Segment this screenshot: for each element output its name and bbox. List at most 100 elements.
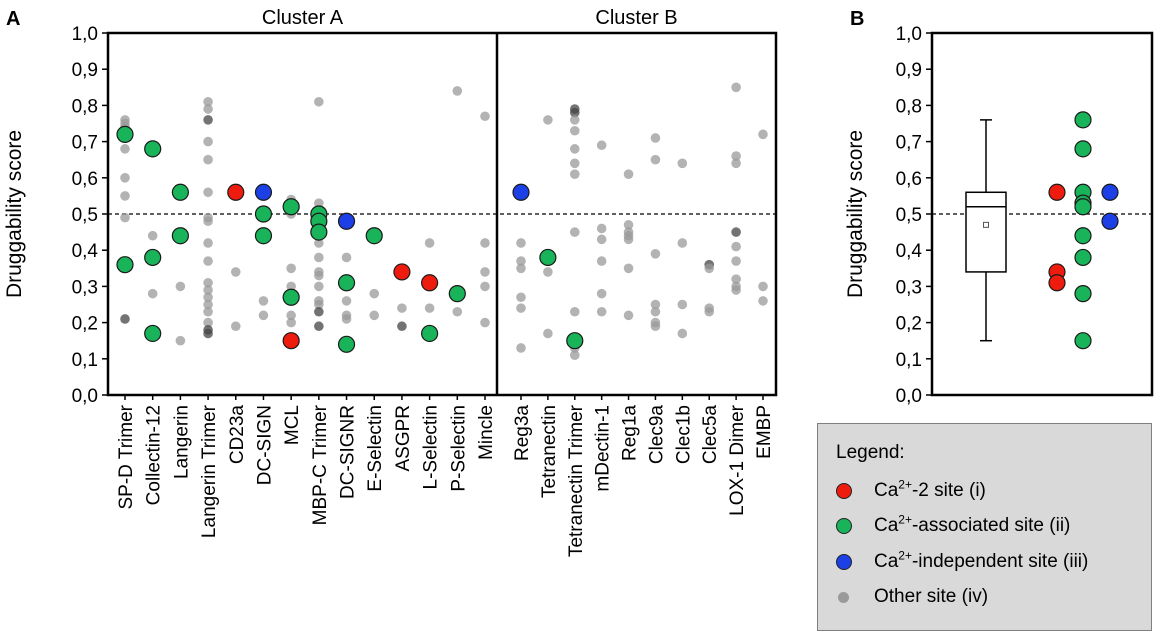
legend-item-ca2-site: Ca2+-2 site (i) [836, 478, 986, 504]
point-other-clec9a [650, 321, 661, 332]
point-other-p-selectin [452, 306, 463, 317]
legend-item-independent-site: Ca2+-independent site (iii) [836, 549, 1088, 575]
point-other-langerin [175, 335, 186, 346]
cluster-title-b: Cluster B [595, 7, 677, 29]
point-other-mincle [480, 238, 490, 248]
point-other-mdectin-1 [596, 288, 607, 299]
y-tick-label-a: 0,2 [72, 314, 98, 335]
point-associated-mbp-c-trimer [310, 223, 328, 241]
point-associated-dc-signr [337, 274, 356, 292]
point-b-independent [1101, 212, 1119, 230]
legend-item-associated-site: Ca2+-associated site (ii) [836, 513, 1070, 539]
y-axis-title-b: Druggability score [844, 130, 867, 298]
x-tick-label-mincle: Mincle [476, 405, 497, 460]
point-other-reg3a [516, 238, 526, 248]
plot-frame-b [930, 31, 1154, 397]
point-other-reg1a [623, 220, 634, 230]
point-other-langerin-trimer [203, 328, 213, 339]
point-other-sp-d-trimer [120, 144, 130, 154]
point-independent-reg3a [512, 183, 530, 201]
point-associated-mcl [282, 198, 300, 216]
y-tick-label-b: 0,0 [896, 386, 922, 407]
point-other-mbp-c-trimer [314, 306, 324, 317]
legend-marker-red [836, 483, 852, 499]
point-associated-collectin-12 [144, 140, 162, 158]
x-tick-label-lox-1-dimer: LOX-1 Dimer [727, 404, 748, 516]
point-b-associated [1074, 198, 1092, 216]
point-other-mcl [286, 263, 296, 274]
x-tick-label-dc-signr: DC-SIGNR [338, 405, 359, 499]
x-tick-label-mdectin-1: mDectin-1 [593, 405, 614, 492]
point-independent-dc-sign [254, 183, 273, 201]
y-tick-label-a: 0,7 [72, 133, 98, 154]
x-tick-label-reg3a: Reg3a [512, 405, 533, 461]
point-other-reg3a [516, 256, 526, 266]
point-ca2-mcl [282, 332, 300, 350]
point-other-embp [758, 296, 768, 306]
y-tick-label-b: 0,7 [896, 133, 922, 154]
point-other-langerin-trimer [203, 96, 213, 107]
point-other-mbp-c-trimer [314, 270, 324, 281]
point-other-tetranectin-trimer [569, 115, 580, 125]
point-other-clec5a [704, 306, 715, 317]
y-tick-label-b: 0,5 [896, 205, 922, 226]
x-tick-label-l-selectin: L-Selectin [421, 405, 442, 490]
point-ca2-l-selectin [421, 274, 439, 292]
y-tick-label-a: 0,1 [72, 350, 98, 371]
point-other-mincle [480, 267, 490, 277]
point-associated-collectin-12 [144, 248, 162, 267]
x-tick-label-clec9a: Clec9a [646, 405, 667, 465]
y-tick-label-a: 0,3 [72, 277, 98, 298]
point-b-ca2 [1048, 274, 1066, 292]
point-b-associated [1074, 140, 1092, 158]
y-tick-label-b: 0,3 [896, 277, 922, 298]
point-other-tetranectin-trimer [569, 125, 580, 136]
point-other-clec9a [650, 154, 661, 165]
x-tick-label-clec1b: Clec1b [673, 405, 694, 464]
x-tick-label-p-selectin: P-Selectin [448, 405, 469, 492]
legend-label: Ca2+-2 site (i) [874, 477, 986, 501]
point-other-mcl [286, 310, 296, 321]
point-b-associated [1074, 285, 1092, 303]
point-other-lox-1-dimer [731, 274, 741, 284]
point-other-dc-signr [341, 296, 352, 306]
point-other-mdectin-1 [596, 223, 607, 234]
x-tick-label-reg1a: Reg1a [620, 405, 641, 461]
point-independent-dc-signr [337, 212, 356, 230]
panel-label-b: B [850, 8, 864, 30]
point-other-sp-d-trimer [120, 212, 130, 223]
point-other-langerin-trimer [203, 306, 213, 317]
x-tick-label-collectin-12: Collectin-12 [144, 405, 165, 505]
y-tick-label-a: 0,6 [72, 169, 98, 190]
x-tick-label-embp: EMBP [754, 405, 775, 459]
point-other-langerin-trimer [203, 299, 213, 310]
point-other-langerin-trimer [203, 187, 213, 198]
point-other-l-selectin [424, 238, 435, 248]
x-tick-label-e-selectin: E-Selectin [365, 405, 386, 492]
point-other-mdectin-1 [596, 140, 607, 151]
x-tick-label-clec5a: Clec5a [700, 405, 721, 465]
y-tick-label-b: 0,9 [896, 60, 922, 81]
point-b-associated [1074, 227, 1092, 245]
point-other-langerin-trimer [203, 292, 213, 303]
point-associated-sp-d-trimer [116, 125, 134, 143]
point-other-langerin-trimer [203, 115, 213, 125]
y-tick-label-a: 0,4 [72, 241, 99, 262]
point-other-lox-1-dimer [731, 82, 741, 93]
y-tick-label-a: 1,0 [72, 24, 98, 45]
y-tick-label-a: 0,0 [72, 386, 98, 407]
point-associated-e-selectin [365, 227, 383, 245]
x-tick-label-asgpr: ASGPR [393, 405, 414, 472]
point-other-sp-d-trimer [120, 314, 130, 324]
plot-frame-a [106, 31, 778, 397]
y-tick-label-b: 0,8 [896, 96, 922, 117]
point-other-asgpr [397, 303, 407, 313]
y-tick-label-b: 0,2 [896, 314, 922, 335]
point-other-mdectin-1 [596, 234, 607, 245]
point-associated-mcl [282, 288, 300, 306]
point-other-clec9a [650, 306, 661, 317]
point-other-collectin-12 [147, 230, 158, 241]
legend-label: Other site (iv) [874, 586, 989, 607]
point-b-associated [1074, 111, 1092, 129]
legend: Legend: Ca2+-2 site (i) Ca2+-associated … [817, 423, 1152, 631]
